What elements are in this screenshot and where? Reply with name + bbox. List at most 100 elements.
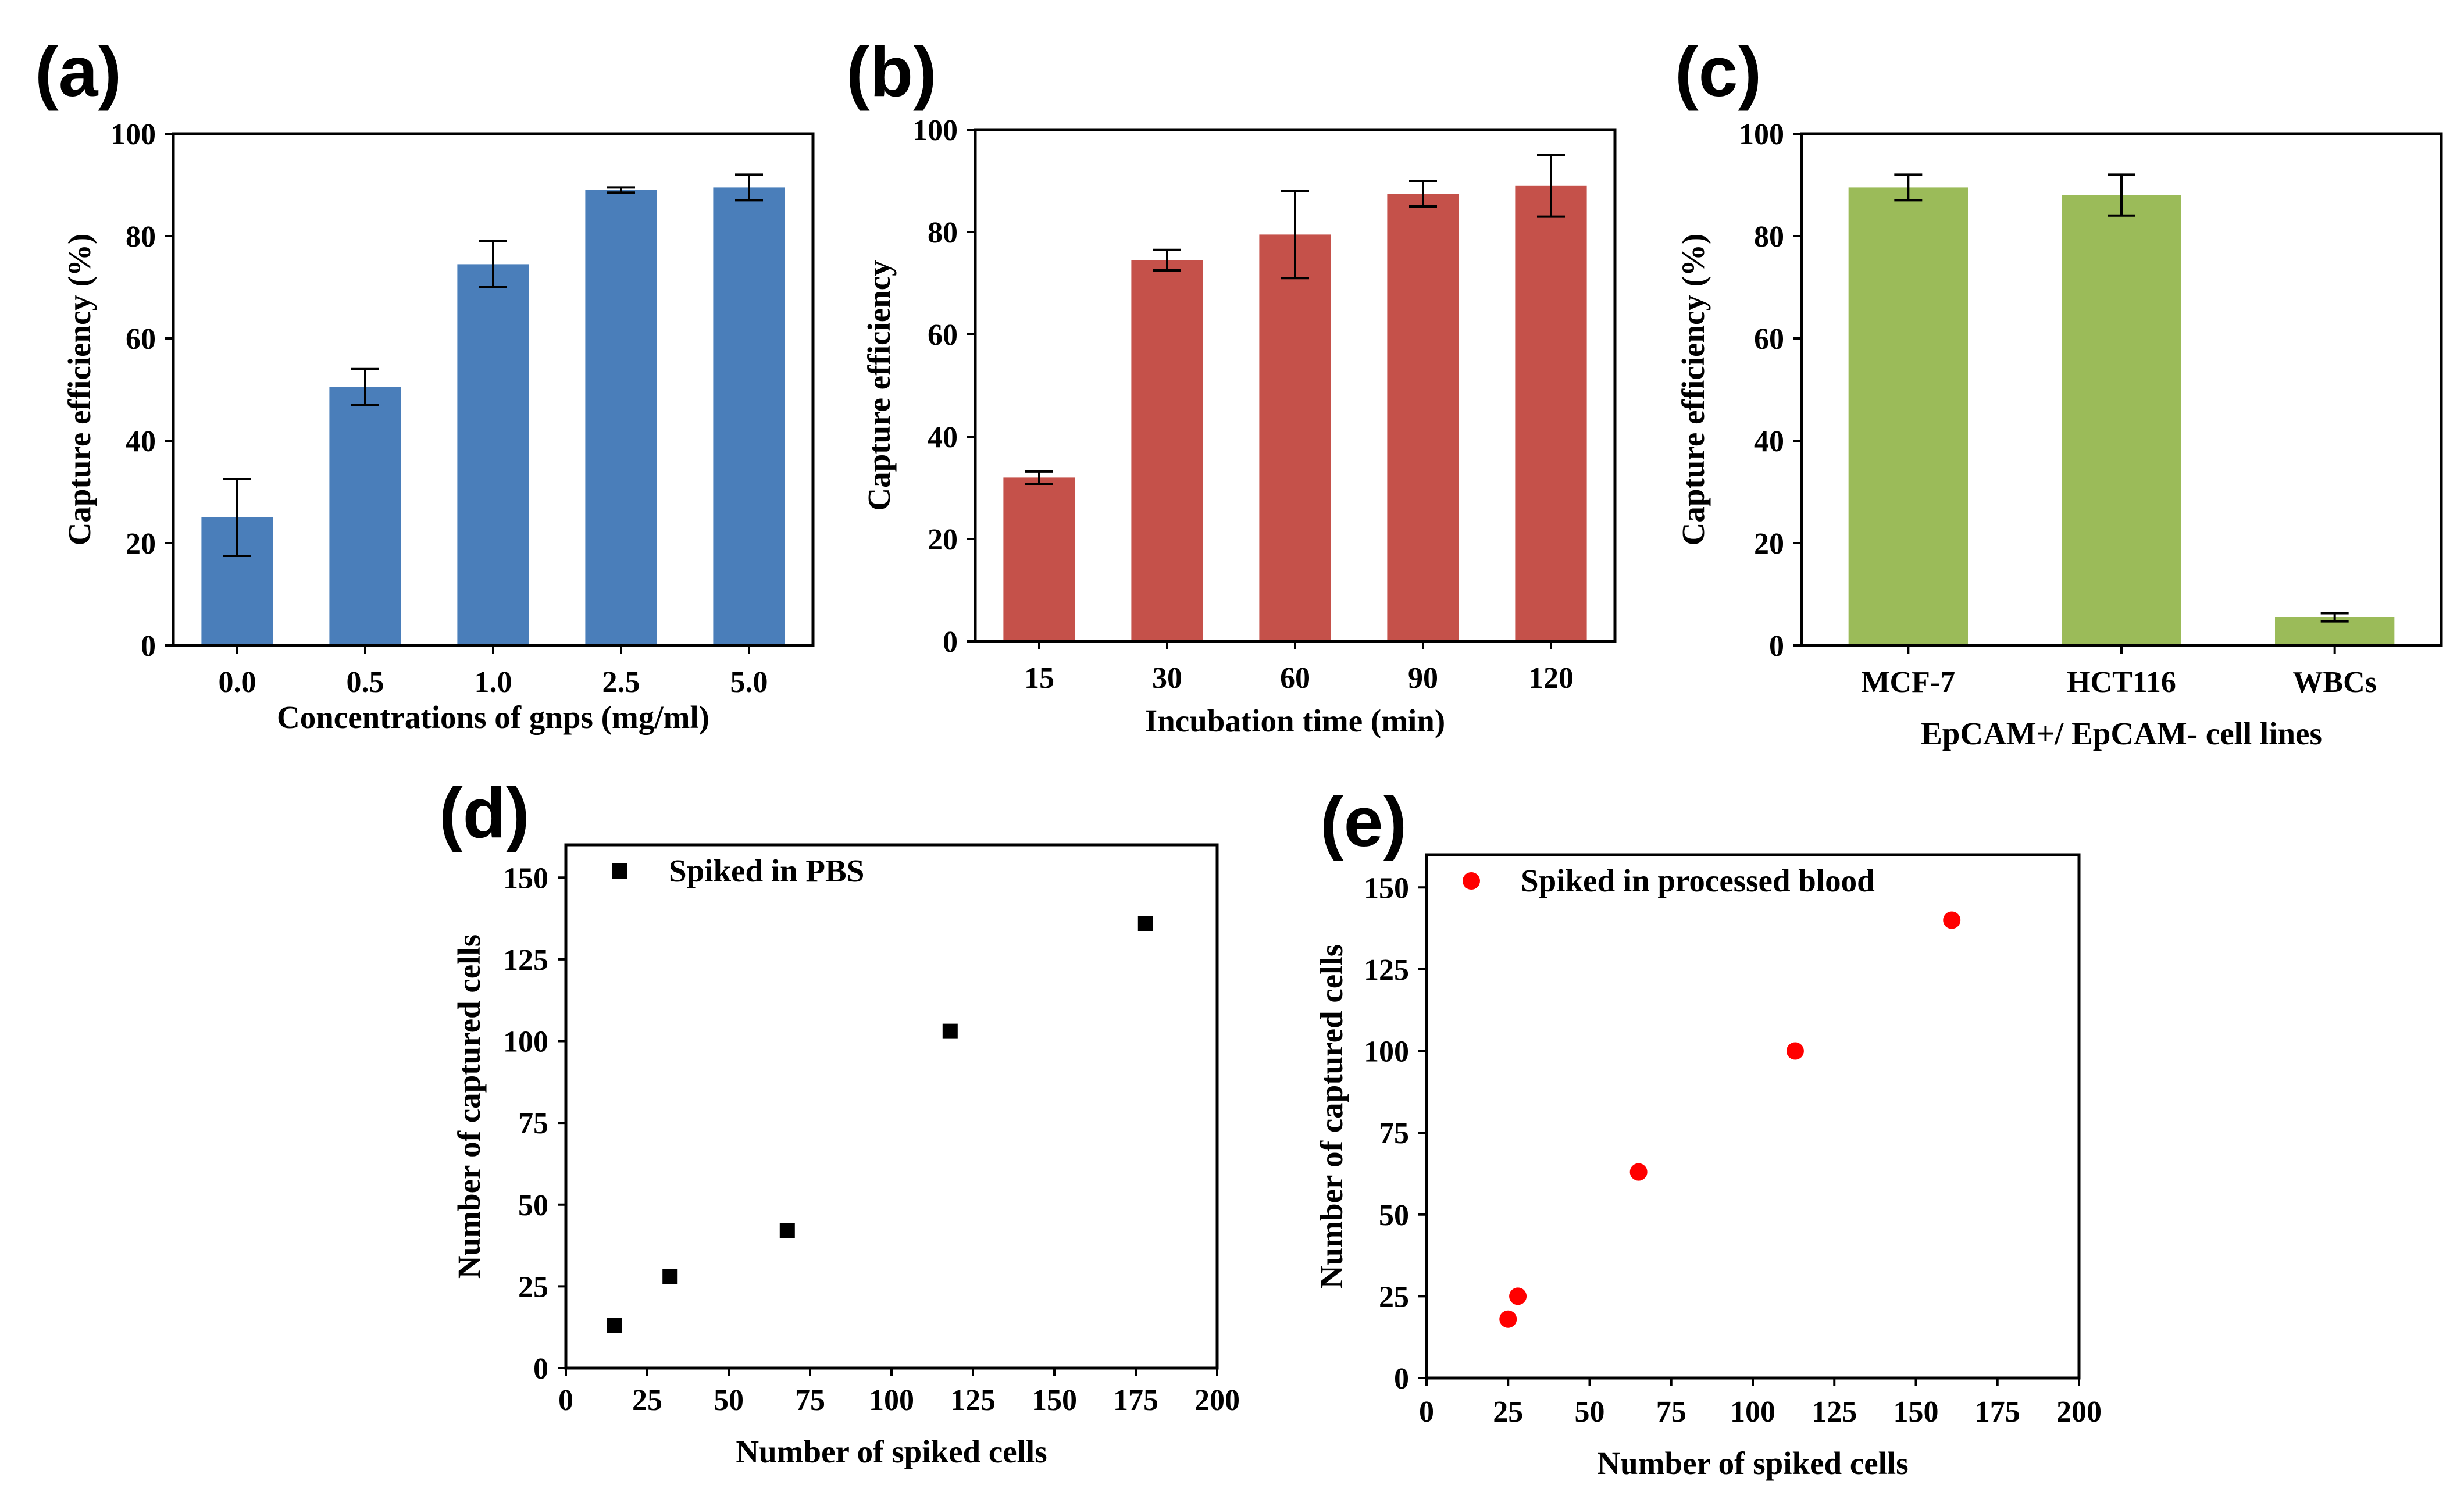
bar	[713, 187, 785, 645]
x-tick-label: 50	[1575, 1395, 1605, 1429]
chart-d-spiked-in-pbs: (d) 0 25 50 75 100 125 150 175 200 Spiked in PBS 0 2…	[439, 773, 1240, 1469]
legend-label: Spiked in processed blood	[1521, 863, 1875, 898]
y-tick-label: 125	[503, 944, 548, 977]
x-tick-label: 125	[950, 1384, 996, 1417]
x-tick-label: 25	[632, 1384, 662, 1417]
x-tick-label: MCF-7	[1861, 666, 1955, 699]
y-tick-label: 0	[533, 1352, 548, 1386]
y-axis-title: Number of captured cells	[451, 934, 487, 1279]
x-tick-label: HCT116	[2067, 666, 2176, 699]
bar	[2062, 195, 2181, 646]
y-tick-label: 100	[1739, 118, 1784, 151]
x-axis-title: Incubation time (min)	[1145, 703, 1445, 738]
y-tick-label: 100	[1364, 1036, 1409, 1069]
y-tick-label: 80	[126, 220, 156, 254]
y-tick-label: 40	[1754, 425, 1784, 458]
y-tick-label: 150	[1364, 872, 1409, 905]
chart-b-capture-vs-incubation: (b) 15 30 60 90 120 0 20 40 60 80 100 Incubation tim…	[846, 32, 1617, 738]
x-tick-label: 150	[1894, 1395, 1939, 1429]
legend-label: Spiked in PBS	[669, 853, 864, 888]
x-tick-label: 125	[1812, 1395, 1857, 1429]
data-point	[607, 1318, 622, 1333]
x-tick-label: 0	[1419, 1395, 1434, 1429]
bar	[1003, 477, 1075, 641]
y-tick-label: 20	[126, 527, 156, 561]
x-tick-label: 175	[1113, 1384, 1158, 1417]
x-axis-title: Concentrations of gnps (mg/ml)	[277, 699, 709, 735]
x-tick-label: 120	[1528, 662, 1574, 695]
plot-frame	[564, 843, 1219, 1370]
data-point	[1509, 1287, 1527, 1305]
y-tick-label: 125	[1364, 954, 1409, 987]
plot-frame	[1800, 132, 2443, 647]
x-tick-label: 15	[1024, 662, 1054, 695]
legend-marker	[1463, 872, 1480, 890]
x-tick-label: 1.0	[475, 666, 512, 699]
y-tick-label: 0	[943, 626, 958, 659]
y-tick-label: 60	[1754, 323, 1784, 356]
x-axis-title: Number of spiked cells	[736, 1434, 1047, 1469]
data-point	[1137, 916, 1153, 931]
panel-label: (a)	[35, 32, 122, 111]
y-tick-label: 20	[1754, 527, 1784, 561]
y-tick-label: 80	[928, 216, 958, 249]
bar	[1387, 194, 1459, 641]
y-tick-label: 100	[503, 1026, 548, 1059]
x-tick-label: 30	[1152, 662, 1182, 695]
x-tick-label: 200	[2056, 1395, 2102, 1429]
plot-frame	[172, 132, 815, 647]
y-tick-label: 0	[1769, 630, 1784, 663]
chart-e-spiked-in-blood: (e) 0 25 50 75 100 125 150 175 200 Spiked in proce…	[1314, 782, 2102, 1481]
x-tick-label: 5.0	[730, 666, 768, 699]
x-tick-label: 75	[795, 1384, 825, 1417]
x-tick-label: 50	[714, 1384, 744, 1417]
y-axis-title: Capture efficiency (%)	[62, 234, 97, 546]
x-axis-title: EpCAM+/ EpCAM- cell lines	[1921, 716, 2322, 751]
bar	[329, 387, 401, 645]
bar	[1131, 260, 1203, 641]
data-point	[1786, 1042, 1804, 1060]
y-tick-label: 50	[518, 1189, 548, 1222]
panel-label: (e)	[1320, 782, 1407, 861]
y-tick-label: 75	[518, 1107, 548, 1140]
data-point	[779, 1223, 795, 1238]
x-tick-label: 150	[1032, 1384, 1077, 1417]
y-tick-label: 0	[141, 630, 156, 663]
y-tick-label: 25	[1379, 1280, 1409, 1313]
x-tick-label: WBCs	[2292, 666, 2376, 699]
chart-c-capture-by-cell-line: (c) MCF-7 HCT116 WBCs 0 20 40 60 80 100 EpCAM+/ Ep…	[1675, 32, 2443, 751]
x-tick-label: 90	[1408, 662, 1438, 695]
panel-label: (d)	[439, 773, 530, 852]
x-tick-label: 60	[1280, 662, 1310, 695]
y-tick-label: 25	[518, 1270, 548, 1304]
x-tick-label: 175	[1975, 1395, 2020, 1429]
y-tick-label: 60	[928, 319, 958, 352]
y-tick-label: 60	[126, 323, 156, 356]
x-tick-label: 0.0	[219, 666, 256, 699]
y-axis-title: Capture efficiency (%)	[1675, 234, 1711, 546]
x-axis-title: Number of spiked cells	[1597, 1445, 1908, 1481]
y-axis-title: Capture efficiency	[861, 260, 897, 511]
data-point	[1943, 911, 1961, 929]
y-tick-label: 100	[110, 118, 156, 151]
y-tick-label: 40	[126, 425, 156, 458]
bar	[457, 264, 529, 645]
data-point	[1499, 1310, 1517, 1328]
y-tick-label: 40	[928, 421, 958, 454]
plot-frame	[974, 128, 1617, 643]
data-point	[942, 1023, 958, 1039]
data-point	[662, 1269, 678, 1284]
panel-label: (b)	[846, 32, 937, 111]
y-tick-label: 20	[928, 523, 958, 556]
x-tick-label: 200	[1194, 1384, 1240, 1417]
y-tick-label: 75	[1379, 1117, 1409, 1150]
x-tick-label: 100	[1730, 1395, 1775, 1429]
plot-frame	[1425, 853, 2081, 1380]
y-tick-label: 150	[503, 862, 548, 895]
y-tick-label: 50	[1379, 1199, 1409, 1232]
x-tick-label: 75	[1656, 1395, 1686, 1429]
bar	[585, 190, 657, 645]
bar	[1515, 185, 1587, 641]
